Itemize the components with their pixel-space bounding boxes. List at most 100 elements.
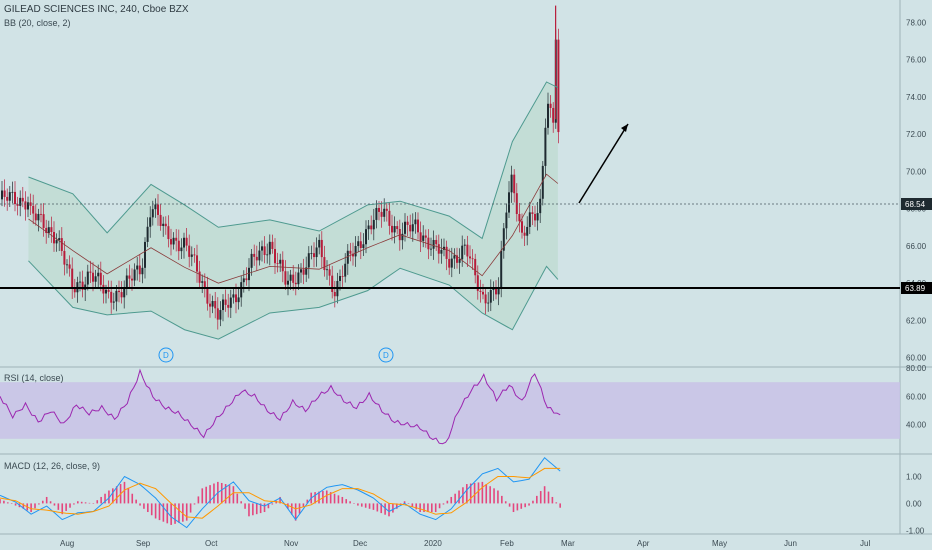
candle-body	[450, 258, 453, 268]
bb-indicator-label[interactable]: BB (20, close, 2)	[4, 18, 71, 28]
candle-body	[27, 202, 29, 210]
candle-body	[349, 250, 352, 254]
macd-histogram-bar	[123, 481, 126, 504]
time-tick-label: Feb	[500, 539, 514, 548]
bb-basis-line	[28, 173, 559, 284]
time-tick-label: Apr	[637, 539, 650, 548]
candle-body	[164, 223, 167, 227]
macd-histogram-bar	[497, 490, 499, 504]
candle-body	[352, 253, 354, 257]
macd-histogram-bar	[430, 503, 433, 513]
bb-band-fill	[28, 81, 558, 340]
macd-histogram-bar	[349, 501, 351, 504]
candle-body	[66, 264, 68, 266]
candle-body	[206, 287, 209, 304]
candle-body	[310, 253, 313, 255]
candle-body	[172, 237, 175, 245]
rsi-tick-label: 80.00	[906, 364, 927, 373]
trend-arrow-annotation[interactable]	[578, 123, 629, 204]
candle-body	[552, 107, 555, 123]
candle-body	[326, 269, 328, 271]
macd-histogram-bar	[201, 488, 204, 504]
macd-signal-line	[0, 467, 561, 519]
macd-histogram-bar	[139, 503, 141, 506]
macd-histogram-bar	[34, 503, 36, 509]
macd-histogram-bar	[252, 503, 254, 516]
candle-body	[209, 303, 211, 307]
candle-body	[367, 225, 370, 230]
dividend-marker-1[interactable]: D	[158, 347, 174, 363]
macd-histogram-bar	[255, 503, 258, 515]
macd-histogram-bar	[143, 503, 145, 509]
candle-body	[328, 269, 331, 276]
macd-histogram-bar	[477, 482, 480, 504]
macd-histogram-bar	[481, 481, 484, 504]
candle-body	[40, 213, 42, 215]
candle-body	[227, 304, 230, 308]
macd-histogram-bar	[539, 491, 542, 504]
macd-histogram-bar	[469, 483, 472, 504]
time-tick-label: Jun	[784, 539, 797, 548]
macd-histogram-bar	[131, 493, 134, 504]
last-price-tag	[901, 198, 932, 210]
candle-body	[417, 219, 419, 233]
candle-body	[549, 103, 552, 108]
candle-body	[492, 288, 495, 290]
candle-body	[471, 258, 474, 260]
macd-histogram-bar	[53, 503, 56, 506]
macd-histogram-bar	[61, 503, 64, 515]
candle-body	[424, 235, 427, 238]
candle-body	[469, 256, 471, 259]
candle-body	[448, 258, 451, 268]
candle-body	[16, 204, 19, 206]
candle-body	[6, 196, 9, 201]
candle-body	[463, 244, 466, 246]
macd-histogram-bar	[49, 501, 52, 504]
macd-histogram-bar	[100, 496, 102, 504]
candle-body	[445, 246, 448, 259]
rsi-indicator-label[interactable]: RSI (14, close)	[4, 373, 64, 383]
dividend-marker-2[interactable]: D	[378, 347, 394, 363]
candle-body	[175, 237, 178, 241]
last-price-tag-label: 68.54	[905, 200, 926, 209]
rsi-line	[0, 368, 561, 445]
price-tick-label: 60.00	[906, 354, 927, 363]
candle-body	[131, 278, 133, 281]
candle-body	[42, 214, 45, 228]
macd-histogram-bar	[185, 503, 188, 521]
macd-histogram-bar	[337, 495, 340, 504]
price-tick-label: 74.00	[906, 93, 927, 102]
candle-body	[79, 281, 81, 283]
support-price-tag	[901, 282, 932, 294]
candle-body	[378, 207, 380, 212]
macd-histogram-bar	[380, 503, 383, 514]
candle-body	[55, 240, 58, 244]
macd-indicator-label[interactable]: MACD (12, 26, close, 9)	[4, 461, 100, 471]
candle-body	[157, 204, 159, 215]
candle-body	[375, 207, 378, 220]
candle-body	[21, 197, 24, 202]
candle-body	[198, 271, 201, 283]
macd-histogram-bar	[182, 503, 184, 522]
macd-histogram-bar	[147, 503, 149, 513]
candle-body	[404, 221, 406, 234]
macd-histogram-bar	[415, 503, 418, 510]
time-tick-label: Nov	[284, 539, 298, 548]
macd-histogram-bar	[248, 503, 250, 517]
time-tick-label: May	[712, 539, 727, 548]
candle-body	[502, 228, 505, 251]
macd-histogram-bar	[38, 503, 40, 505]
candle-body	[190, 254, 193, 257]
candle-body	[136, 265, 139, 270]
candle-body	[255, 256, 258, 261]
candle-body	[432, 239, 435, 249]
candle-body	[214, 301, 217, 309]
macd-histogram-bar	[154, 503, 157, 519]
macd-histogram-bar	[240, 501, 242, 504]
candle-body	[362, 244, 365, 249]
macd-histogram-bar	[434, 503, 437, 513]
candle-body	[344, 263, 347, 277]
candle-body	[3, 190, 6, 197]
symbol-title[interactable]: GILEAD SCIENCES INC, 240, Cboe BZX	[4, 4, 189, 15]
